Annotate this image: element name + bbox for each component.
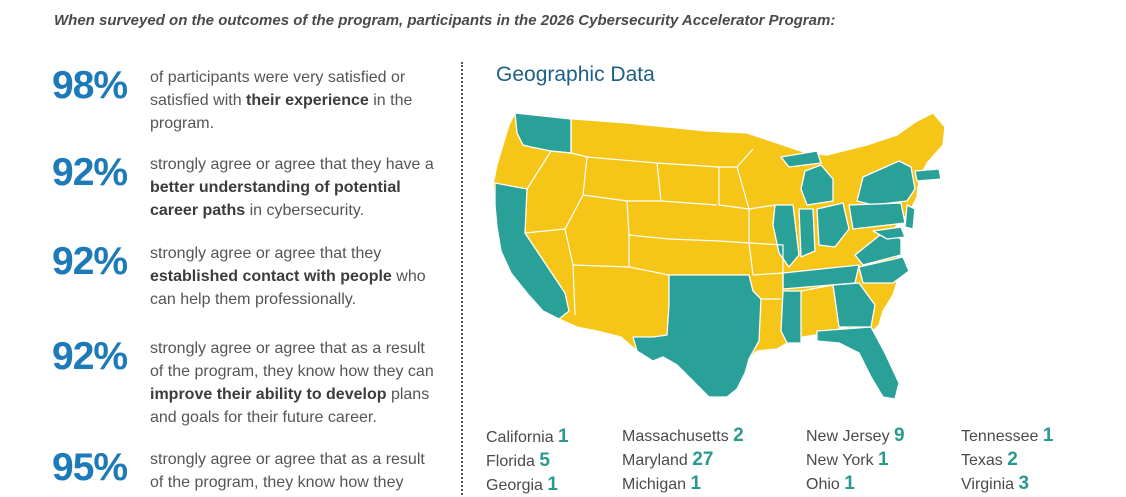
state-borders xyxy=(524,119,834,316)
stat-description: of participants were very satisfied or s… xyxy=(150,69,413,132)
legend-column: California 1 Florida 5 Georgia 1 xyxy=(486,425,569,497)
legend-item: Massachusetts 2 xyxy=(622,425,744,446)
legend-column: New Jersey 9 New York 1 Ohio 1 xyxy=(806,424,905,496)
legend-item: California 1 xyxy=(486,426,569,447)
legend-item: Texas 2 xyxy=(961,449,1018,470)
state-indiana xyxy=(798,208,816,258)
legend-item: New Jersey 9 xyxy=(806,425,905,446)
stat-description: strongly agree or agree that they have a… xyxy=(150,156,434,219)
state-mississippi xyxy=(780,290,802,344)
intro-text: When surveyed on the outcomes of the pro… xyxy=(54,12,836,29)
stat-percent: 98% xyxy=(52,64,128,107)
legend-item: Ohio 1 xyxy=(806,473,855,494)
state-illinois xyxy=(772,204,800,268)
legend-item: New York 1 xyxy=(806,449,889,470)
stat-percent: 92% xyxy=(52,151,128,194)
legend-item: Florida 5 xyxy=(486,450,550,471)
legend-column: Massachusetts 2 Maryland 27 Michigan 1 xyxy=(622,424,744,496)
stat-block: 92% strongly agree or agree that as a re… xyxy=(52,335,452,430)
stat-block: 92% strongly agree or agree that they es… xyxy=(52,240,452,320)
state-florida xyxy=(816,326,900,400)
stat-block: 98% of participants were very satisfied … xyxy=(52,64,452,144)
column-divider xyxy=(461,62,463,495)
legend-item: Maryland 27 xyxy=(622,449,714,470)
legend-item: Georgia 1 xyxy=(486,474,558,495)
stat-block: 95% strongly agree or agree that as a re… xyxy=(52,446,452,495)
state-massachusetts xyxy=(914,168,942,182)
state-new-jersey xyxy=(904,204,916,230)
stat-description: strongly agree or agree that they establ… xyxy=(150,245,426,308)
state-north-carolina xyxy=(858,256,910,284)
state-texas-oklahoma xyxy=(632,274,762,398)
geographic-data-title: Geographic Data xyxy=(496,63,655,86)
stat-description: strongly agree or agree that as a result… xyxy=(150,451,425,491)
state-michigan xyxy=(800,164,834,206)
stat-percent: 92% xyxy=(52,240,128,283)
state-maryland xyxy=(872,226,906,240)
state-new-york xyxy=(856,160,916,206)
state-ohio xyxy=(816,202,850,248)
legend-item: Virginia 3 xyxy=(961,473,1030,494)
legend-column: Tennessee 1 Texas 2 Virginia 3 xyxy=(961,424,1053,496)
legend-item: Michigan 1 xyxy=(622,473,702,494)
stat-description: strongly agree or agree that as a result… xyxy=(150,340,434,426)
stat-percent: 95% xyxy=(52,446,128,489)
us-participant-map xyxy=(492,112,946,400)
stat-percent: 92% xyxy=(52,335,128,378)
stat-block: 92% strongly agree or agree that they ha… xyxy=(52,151,452,231)
state-michigan-upper xyxy=(780,150,822,168)
state-california xyxy=(494,182,570,320)
legend-item: Tennessee 1 xyxy=(961,425,1054,446)
